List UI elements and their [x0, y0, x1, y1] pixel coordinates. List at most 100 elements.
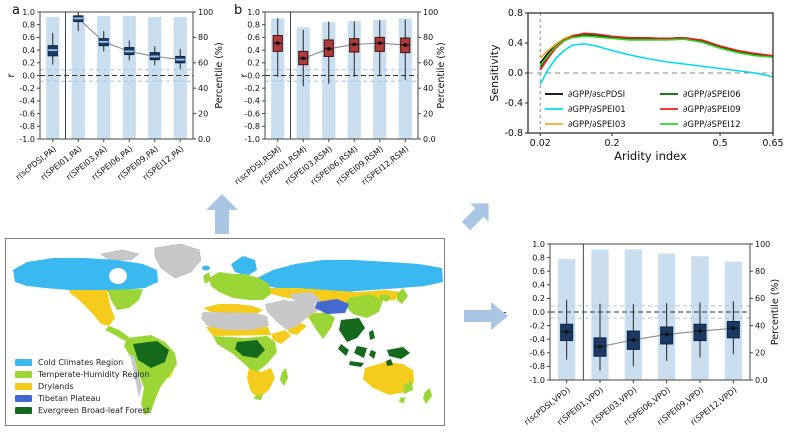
svg-text:0.5: 0.5 [713, 138, 728, 149]
map-legend: Cold Climates Region Temperate-Humidity R… [15, 356, 150, 416]
percentile-axis-ticks: 100 80 60 40 20 0.0 [750, 240, 770, 385]
svg-text:1.0: 1.0 [247, 8, 260, 17]
y-axis-ticks: 1.0 0.8 0.6 0.4 0.2 0.0 -0.2 -0.4 -0.6 -0.8 -1.0 [19, 8, 40, 144]
map-region-tibetan-plateau [315, 299, 349, 314]
svg-text:60: 60 [198, 59, 208, 68]
boxplot-panel-b: 1.0 0.8 0.6 0.4 0.2 0.0 -0.2 -0.4 -0.6 -0.8 -1.0 10… [228, 0, 464, 192]
y-axis-ticks: 1.0 0.8 0.6 0.4 0.2 0.0 -0.2 -0.4 -0.6 -0.8 -1.0 [529, 240, 550, 385]
svg-text:40: 40 [755, 321, 765, 330]
boxplots [272, 18, 411, 87]
panel-letter: a [12, 3, 20, 18]
svg-text:0.0: 0.0 [532, 308, 545, 317]
x-axis-label: Aridity index [614, 149, 687, 163]
map-legend-item: Temperate-Humidity Region [15, 368, 150, 380]
svg-text:100: 100 [755, 240, 770, 249]
svg-text:-0.2: -0.2 [244, 84, 260, 93]
boxplots [47, 12, 186, 70]
svg-text:0.8: 0.8 [508, 8, 523, 19]
percentile-bars [46, 15, 187, 140]
svg-text:-0.6: -0.6 [244, 109, 260, 118]
svg-text:0.2: 0.2 [22, 59, 35, 68]
svg-text:0.8: 0.8 [532, 253, 545, 262]
svg-text:0.02: 0.02 [530, 138, 551, 149]
svg-text:40: 40 [423, 84, 433, 93]
percentile-bars [271, 18, 412, 140]
svg-text:-0.2: -0.2 [19, 84, 35, 93]
arrow-up-right-icon [461, 197, 495, 235]
svg-text:-0.8: -0.8 [504, 128, 523, 139]
legend-swatch [15, 370, 32, 378]
svg-text:-0.2: -0.2 [529, 321, 545, 330]
percentile-axis-label: Percentile (%) [436, 42, 447, 108]
svg-text:80: 80 [755, 267, 765, 276]
legend-entry: ∂GPP/∂SPEI01 [568, 105, 626, 115]
map-legend-item: Evergreen Broad-leaf Forest [15, 404, 150, 416]
svg-text:-0.6: -0.6 [19, 109, 35, 118]
legend-label: Cold Climates Region [38, 357, 124, 367]
map-legend-item: Tibetan Plateau [15, 392, 150, 404]
map-legend-item: Drylands [15, 380, 150, 392]
legend-swatch [15, 382, 32, 390]
world-map-svg [5, 238, 445, 426]
legend-label: Temperate-Humidity Region [38, 369, 150, 379]
panel-letter: b [234, 3, 242, 18]
x-axis-labels: r(scPDSI,PA)r(SPEI01,PA)r(SPEI03,PA)r(SP… [14, 139, 185, 182]
svg-text:0.2: 0.2 [604, 138, 619, 149]
svg-text:-0.6: -0.6 [529, 349, 545, 358]
boxplot-panel-a: 1.0 0.8 0.6 0.4 0.2 0.0 -0.2 -0.4 -0.6 -0.8 -1.0 10… [0, 0, 228, 192]
x-axis-labels: r(scPDSI,VPD)r(SPEI01,VPD)r(SPEI03,VPD)r… [523, 380, 739, 427]
legend-entry: ∂GPP/∂SPEI06 [683, 90, 741, 100]
svg-text:0.0: 0.0 [755, 376, 768, 385]
svg-text:1.0: 1.0 [22, 8, 35, 17]
svg-text:-0.4: -0.4 [244, 97, 260, 106]
sensitivity-svg: 0.8 0.4 0.0 -0.4 -0.8 0.02 0.2 0.5 0.65 Sensitivi… [488, 8, 784, 163]
svg-text:20: 20 [755, 349, 765, 358]
map-region-nodata-overlay [130, 292, 321, 398]
percentile-axis-label: Percentile (%) [770, 279, 781, 345]
svg-text:20: 20 [198, 109, 208, 118]
svg-text:r(SPEI12,RSM): r(SPEI12,RSM) [360, 144, 411, 186]
svg-text:80: 80 [198, 33, 208, 42]
y-axis-label: r [6, 73, 17, 77]
panel_vpd-svg: 1.0 0.8 0.6 0.4 0.2 0.0 -0.2 -0.4 -0.6 -0.8 -1.0 10… [498, 240, 781, 427]
legend-label: Tibetan Plateau [38, 393, 101, 403]
svg-text:0.0: 0.0 [423, 135, 436, 144]
axis-ticks: 0.8 0.4 0.0 -0.4 -0.8 0.02 0.2 0.5 0.65 [504, 8, 783, 149]
arrow-right-icon [464, 302, 508, 334]
svg-text:0.4: 0.4 [508, 38, 523, 49]
svg-text:-1.0: -1.0 [529, 376, 545, 385]
svg-text:0.0: 0.0 [22, 71, 35, 80]
svg-text:0.65: 0.65 [762, 138, 783, 149]
svg-text:40: 40 [198, 84, 208, 93]
legend-entry: ∂GPP/∂SPEI09 [683, 105, 741, 115]
boxplot-panel-vpd: 1.0 0.8 0.6 0.4 0.2 0.0 -0.2 -0.4 -0.6 -0.8 -1.0 10… [480, 232, 799, 432]
svg-text:0.0: 0.0 [508, 68, 523, 79]
percentile-axis-label: Percentile (%) [214, 42, 225, 108]
svg-text:0.0: 0.0 [198, 135, 211, 144]
svg-text:0.8: 0.8 [247, 21, 260, 30]
legend-label: Drylands [38, 381, 74, 391]
y-axis-label: r [498, 310, 509, 314]
svg-text:100: 100 [198, 8, 213, 17]
svg-text:-1.0: -1.0 [244, 135, 260, 144]
svg-text:-0.8: -0.8 [529, 362, 545, 371]
map-region-nodata [100, 243, 202, 279]
map-region-evergreen-forest [133, 318, 410, 368]
svg-text:0.6: 0.6 [22, 33, 35, 42]
svg-text:-0.4: -0.4 [529, 335, 545, 344]
arrow-up-icon [206, 194, 238, 238]
map-region-cold-climates [13, 256, 443, 292]
svg-text:0.6: 0.6 [247, 33, 260, 42]
reference-lines [265, 69, 418, 82]
svg-text:0.2: 0.2 [532, 294, 545, 303]
svg-text:100: 100 [423, 8, 438, 17]
sensitivity-line-chart: 0.8 0.4 0.0 -0.4 -0.8 0.02 0.2 0.5 0.65 Sensitivi… [488, 0, 799, 170]
reference-lines [40, 69, 193, 82]
percentile-axis-ticks: 100 80 60 40 20 0.0 [418, 8, 438, 144]
legend-label: Evergreen Broad-leaf Forest [38, 405, 150, 415]
svg-text:-0.4: -0.4 [19, 97, 35, 106]
reference-lines [550, 305, 750, 319]
svg-text:-0.8: -0.8 [19, 122, 35, 131]
boxplots [560, 299, 740, 371]
